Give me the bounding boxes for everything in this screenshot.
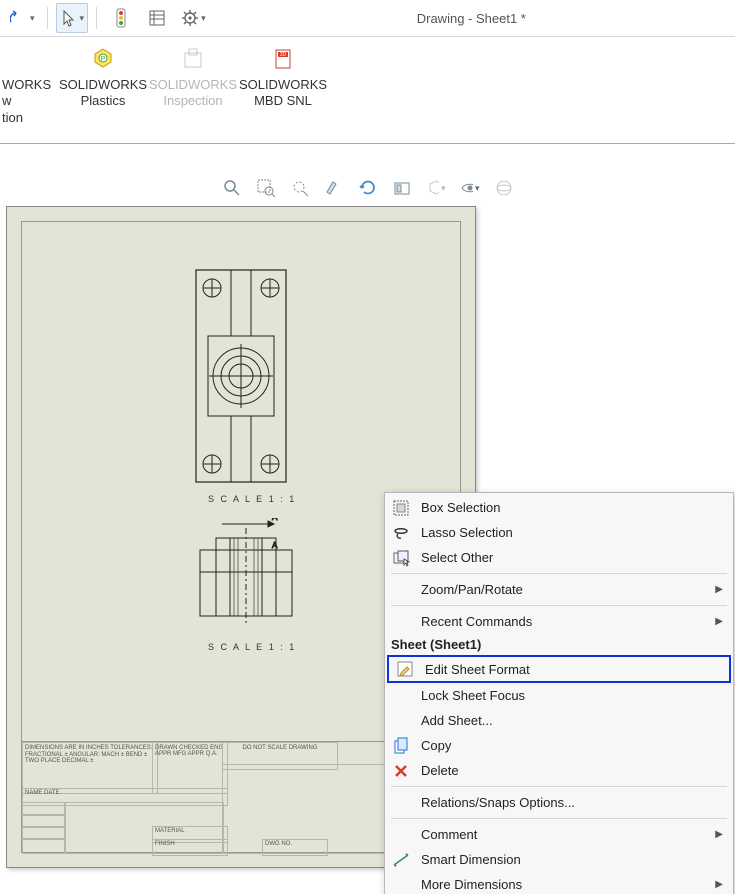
- ribbon-bar: WORKS w tion P SOLIDWORKS Plastics SOLID…: [0, 37, 735, 144]
- select-other-icon: [391, 548, 411, 568]
- svg-text:A: A: [272, 541, 278, 550]
- ctx-label: Relations/Snaps Options...: [421, 795, 723, 810]
- eye-icon[interactable]: ▾: [460, 178, 480, 198]
- pointer-tool-button[interactable]: ▾: [56, 3, 89, 33]
- dimension-icon: [391, 850, 411, 870]
- drawing-view-section: A A: [186, 518, 306, 638]
- zoom-prev-icon[interactable]: [290, 178, 310, 198]
- separator: [96, 7, 97, 29]
- ctx-label: Lock Sheet Focus: [421, 688, 723, 703]
- document-title: Drawing - Sheet1 *: [214, 11, 729, 26]
- top-toolbar: ▾ ▾ ▾ Drawing - Sheet1 *: [0, 0, 735, 37]
- ribbon-label: tion: [2, 110, 58, 126]
- copy-icon: [391, 736, 411, 756]
- ctx-label: Zoom/Pan/Rotate: [421, 582, 705, 597]
- ctx-edit-sheet-format[interactable]: Edit Sheet Format: [389, 657, 729, 681]
- section-icon[interactable]: [324, 178, 344, 198]
- ribbon-item-mbd[interactable]: 3D SOLIDWORKS MBD SNL: [238, 45, 328, 110]
- panel-button[interactable]: [141, 3, 173, 33]
- ribbon-label: Plastics: [58, 93, 148, 109]
- ribbon-label: w: [2, 93, 58, 109]
- separator: [391, 786, 727, 787]
- lasso-icon: [391, 523, 411, 543]
- scale-label-1: S C A L E 1 : 1: [208, 494, 296, 504]
- ctx-zoom-pan-rotate[interactable]: Zoom/Pan/Rotate ▶: [385, 577, 733, 602]
- ctx-copy[interactable]: Copy: [385, 733, 733, 758]
- ctx-relations-snaps[interactable]: Relations/Snaps Options...: [385, 790, 733, 815]
- ctx-section-header: Sheet (Sheet1): [385, 634, 733, 655]
- plastics-icon: P: [58, 45, 148, 73]
- ribbon-label: SOLIDWORKS: [58, 77, 148, 93]
- settings-button[interactable]: ▾: [177, 3, 210, 33]
- ctx-label: Delete: [421, 763, 723, 778]
- context-menu: Box Selection Lasso Selection Select Oth…: [384, 492, 734, 894]
- ctx-label: Recent Commands: [421, 614, 705, 629]
- submenu-arrow-icon: ▶: [715, 616, 723, 627]
- view-toolbar: ▾ ▾: [0, 170, 735, 206]
- zoom-area-icon[interactable]: [256, 178, 276, 198]
- separator: [391, 818, 727, 819]
- delete-icon: [391, 761, 411, 781]
- separator: [391, 573, 727, 574]
- chevron-down-icon: ▾: [199, 13, 206, 24]
- undo-button[interactable]: ▾: [6, 3, 39, 33]
- tb-finish: FINISH: [152, 839, 228, 856]
- ribbon-label: SOLIDWORKS: [148, 77, 238, 93]
- svg-text:3D: 3D: [280, 52, 287, 58]
- cube-icon[interactable]: ▾: [426, 178, 446, 198]
- ribbon-label: MBD SNL: [238, 93, 328, 109]
- tb-dwgno: DWG NO.: [262, 839, 328, 856]
- chevron-down-icon: ▾: [28, 13, 35, 24]
- ctx-label: Smart Dimension: [421, 852, 723, 867]
- ctx-label: Lasso Selection: [421, 525, 723, 540]
- svg-text:A: A: [272, 518, 278, 522]
- ctx-more-dimensions[interactable]: More Dimensions ▶: [385, 872, 733, 894]
- ctx-lock-sheet-focus[interactable]: Lock Sheet Focus: [385, 683, 733, 708]
- edit-sheet-icon: [395, 659, 415, 679]
- ctx-delete[interactable]: Delete: [385, 758, 733, 783]
- ctx-label: Box Selection: [421, 500, 723, 515]
- rotate-icon[interactable]: [358, 178, 378, 198]
- ribbon-label: WORKS: [2, 77, 58, 93]
- chevron-down-icon: ▾: [78, 13, 85, 24]
- ribbon-label: Inspection: [148, 93, 238, 109]
- ctx-comment[interactable]: Comment ▶: [385, 822, 733, 847]
- ctx-label: Select Other: [421, 550, 723, 565]
- ctx-highlighted-item: Edit Sheet Format: [387, 655, 731, 683]
- ctx-label: Add Sheet...: [421, 713, 723, 728]
- canvas-area: ▾ ▾: [0, 170, 735, 894]
- traffic-light-button[interactable]: [105, 3, 137, 33]
- display-style-icon[interactable]: [392, 178, 412, 198]
- inspection-icon: [148, 45, 238, 73]
- scale-label-2: S C A L E 1 : 1: [208, 642, 296, 652]
- ribbon-item-inspection: SOLIDWORKS Inspection: [148, 45, 238, 110]
- submenu-arrow-icon: ▶: [715, 584, 723, 595]
- ctx-label: Edit Sheet Format: [425, 662, 719, 677]
- mbd-icon: 3D: [238, 45, 328, 73]
- tb-center: DRAWN CHECKED ENG APPR MFG APPR Q.A.: [152, 742, 228, 794]
- ctx-smart-dimension[interactable]: Smart Dimension: [385, 847, 733, 872]
- submenu-arrow-icon: ▶: [715, 829, 723, 840]
- ctx-label: Comment: [421, 827, 705, 842]
- ribbon-item-plastics[interactable]: P SOLIDWORKS Plastics: [58, 45, 148, 110]
- ctx-label: More Dimensions: [421, 877, 705, 892]
- drawing-view-top: [186, 266, 296, 486]
- ribbon-item-works[interactable]: WORKS w tion: [0, 45, 58, 126]
- separator: [391, 605, 727, 606]
- ribbon-label: SOLIDWORKS: [238, 77, 328, 93]
- zoom-fit-icon[interactable]: [222, 178, 242, 198]
- globe-icon[interactable]: [494, 178, 514, 198]
- ctx-add-sheet[interactable]: Add Sheet...: [385, 708, 733, 733]
- svg-text:P: P: [101, 56, 106, 63]
- ctx-label: Copy: [421, 738, 723, 753]
- ctx-box-selection[interactable]: Box Selection: [385, 495, 733, 520]
- box-selection-icon: [391, 498, 411, 518]
- tb-notes: DIMENSIONS ARE IN INCHES TOLERANCES: FRA…: [22, 742, 158, 794]
- submenu-arrow-icon: ▶: [715, 879, 723, 890]
- ctx-select-other[interactable]: Select Other: [385, 545, 733, 570]
- ctx-lasso-selection[interactable]: Lasso Selection: [385, 520, 733, 545]
- ctx-recent-commands[interactable]: Recent Commands ▶: [385, 609, 733, 634]
- separator: [47, 7, 48, 29]
